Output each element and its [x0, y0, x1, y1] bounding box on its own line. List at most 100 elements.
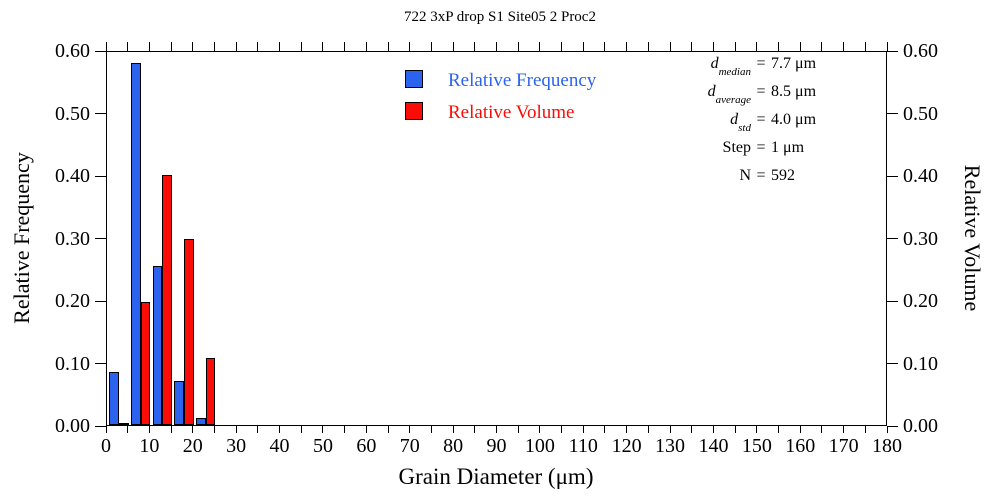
x-axis-tick-bottom: [496, 426, 497, 433]
x-axis-tick-bottom: [539, 426, 541, 433]
y-axis-tick-left: [95, 300, 106, 302]
stat-value: 592: [771, 167, 795, 184]
x-axis-tick-bottom: [452, 426, 454, 433]
x-axis-tick-label: 130: [655, 435, 686, 457]
stat-row: dstd = 4.0 μm: [693, 109, 893, 137]
y-axis-tick-label-right: 0.50: [903, 102, 938, 125]
x-axis-tick-top: [712, 42, 714, 51]
y-axis-tick-right: [887, 175, 898, 177]
x-axis-tick-bottom: [300, 426, 302, 433]
y-axis-tick-label-right: 0.40: [903, 165, 938, 187]
x-axis-tick-label: 100: [524, 435, 555, 457]
x-axis-tick-top: [496, 42, 497, 51]
volume-bar: [184, 238, 194, 425]
frequency-bar: [174, 381, 184, 425]
x-axis-tick-label: 90: [486, 435, 507, 457]
x-axis-tick-bottom: [778, 426, 780, 433]
y-axis-tick-left: [95, 363, 106, 364]
x-axis-tick-bottom: [322, 426, 324, 433]
volume-bar: [140, 301, 151, 425]
y-axis-tick-right: [887, 238, 898, 239]
y-axis-tick-label-left: 0.10: [55, 352, 90, 375]
y-axis-tick-right: [887, 50, 898, 52]
x-axis-tick-top: [170, 42, 172, 51]
stat-row: daverage = 8.5 μm: [693, 81, 893, 109]
x-axis-tick-bottom: [517, 426, 519, 433]
plot-area: [106, 51, 887, 426]
x-axis-tick-bottom: [799, 426, 801, 433]
x-axis-tick-top: [843, 42, 845, 51]
y-axis-tick-left: [95, 113, 106, 114]
x-axis-tick-bottom: [712, 426, 714, 433]
stat-value: 1 μm: [771, 139, 805, 156]
legend-swatch-volume: [405, 102, 423, 120]
x-axis-tick-top: [257, 42, 259, 51]
stat-value: 8.5 μm: [771, 83, 817, 100]
x-axis-tick-bottom: [105, 426, 107, 433]
x-axis-tick-top: [604, 42, 606, 51]
x-axis-tick-label: 170: [828, 435, 859, 457]
y-axis-tick-label-left: 0.40: [55, 165, 90, 187]
x-axis-tick-bottom: [213, 426, 215, 433]
stat-subscript: std: [738, 122, 751, 134]
x-axis-tick-top: [756, 42, 758, 51]
y-axis-tick-label-left: 0.60: [55, 40, 90, 62]
x-axis-tick-bottom: [387, 426, 389, 433]
x-axis-tick-label: 160: [785, 435, 816, 457]
stat-subscript: median: [718, 66, 751, 78]
x-axis-tick-bottom: [430, 426, 432, 433]
stat-equals: =: [756, 83, 766, 100]
x-axis-tick-bottom: [170, 426, 172, 433]
y-axis-tick-right: [887, 425, 898, 427]
x-axis-tick-top: [886, 42, 888, 51]
x-axis-tick-label: 80: [443, 435, 464, 457]
x-axis-tick-top: [409, 42, 411, 51]
x-axis-tick-bottom: [474, 426, 476, 433]
x-axis-tick-bottom: [409, 426, 411, 433]
volume-bar: [205, 358, 216, 425]
x-axis-tick-top: [105, 42, 107, 51]
y-axis-tick-label-right: 0.30: [903, 227, 938, 250]
x-axis-tick-top: [235, 42, 237, 51]
y-axis-tick-right: [887, 363, 898, 364]
y-axis-tick-right: [887, 300, 898, 302]
x-axis-tick-top: [691, 42, 693, 51]
frequency-bar: [152, 265, 163, 425]
stat-equals: =: [756, 55, 766, 72]
legend-swatch-frequency: [405, 70, 423, 88]
stat-row: Step = 1 μm: [693, 137, 893, 165]
x-axis-tick-top: [365, 42, 367, 51]
stats-block: dmedian = 7.7 μm daverage = 8.5 μm dstd = 4.0 μm…: [693, 53, 893, 193]
legend-label-volume: Relative Volume: [448, 102, 575, 123]
x-axis-tick-bottom: [734, 426, 736, 433]
stat-subscript: average: [715, 94, 751, 106]
x-axis-tick-bottom: [582, 426, 584, 433]
x-axis-tick-bottom: [756, 426, 758, 433]
x-axis-tick-bottom: [669, 426, 671, 433]
y-axis-tick-left: [95, 425, 106, 427]
x-axis-tick-label: 30: [226, 435, 247, 457]
x-axis-tick-top: [539, 42, 541, 51]
stat-symbol: daverage: [707, 83, 751, 106]
x-axis-tick-bottom: [344, 426, 346, 433]
y-axis-tick-left: [95, 50, 106, 52]
x-axis-tick-top: [778, 42, 780, 51]
x-axis-tick-bottom: [647, 426, 649, 433]
x-axis-tick-top: [821, 42, 823, 51]
stat-value: 4.0 μm: [771, 111, 817, 128]
x-axis-tick-top: [517, 42, 519, 51]
x-axis-tick-bottom: [626, 426, 628, 433]
x-axis-tick-top: [864, 42, 866, 51]
x-axis-tick-bottom: [148, 426, 150, 433]
y-axis-tick-right: [887, 113, 898, 114]
stat-symbol: N: [739, 167, 751, 184]
y-axis-tick-label-right: 0.00: [903, 415, 938, 437]
x-axis-tick-bottom: [257, 426, 259, 433]
y-axis-tick-label-right: 0.60: [903, 40, 938, 62]
stat-row: N = 592: [693, 165, 893, 193]
y-axis-tick-label-left: 0.20: [55, 290, 90, 312]
y-axis-tick-left: [95, 238, 106, 239]
volume-bar: [118, 423, 129, 425]
x-axis-tick-label: 40: [269, 435, 290, 457]
